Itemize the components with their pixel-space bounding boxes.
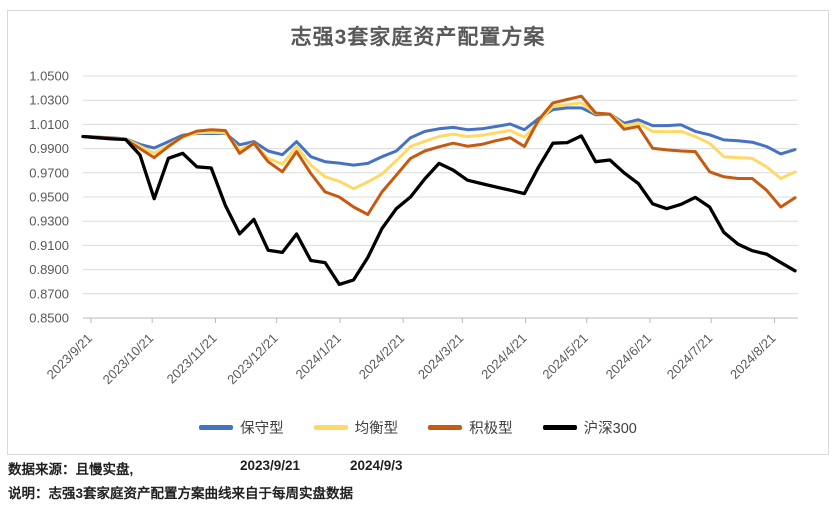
- legend-item-0: 保守型: [199, 417, 284, 438]
- legend-swatch-icon: [313, 425, 348, 430]
- legend-label: 保守型: [240, 421, 284, 437]
- chart-title: 志强3套家庭资产配置方案: [290, 26, 546, 49]
- y-tick-label: 0.9100: [29, 238, 69, 253]
- footnote-description: 说明：志强3套家庭资产配置方案曲线来自于每周实盘数据: [8, 486, 354, 501]
- x-tick-label: 2024/5/21: [539, 331, 591, 383]
- x-tick-label: 2023/10/21: [100, 331, 157, 388]
- y-tick-label: 1.0500: [29, 69, 69, 84]
- x-tick-label: 2023/9/21: [44, 331, 96, 383]
- footnote-end-date: 2024/9/3: [350, 458, 403, 473]
- legend-item-3: 沪深300: [542, 417, 637, 438]
- legend-label: 积极型: [469, 421, 513, 437]
- y-tick-label: 0.9900: [29, 141, 69, 156]
- series-line-积极型: [81, 94, 797, 216]
- x-tick-label: 2023/11/21: [164, 331, 220, 387]
- y-tick-label: 0.9500: [29, 190, 69, 205]
- legend-label: 均衡型: [354, 421, 399, 437]
- legend-swatch-icon: [542, 425, 577, 430]
- x-tick-label: 2024/1/21: [293, 331, 345, 383]
- legend-item-2: 积极型: [428, 417, 513, 438]
- x-tick-label: 2024/3/21: [415, 331, 467, 383]
- y-tick-label: 0.8700: [29, 286, 69, 301]
- y-tick-label: 0.9700: [29, 165, 69, 180]
- y-tick-label: 0.9300: [29, 214, 69, 229]
- footnote-start-date: 2023/9/21: [240, 458, 301, 473]
- footnote-data-source: 数据来源：且慢实盘,: [8, 462, 134, 477]
- legend-swatch-icon: [428, 425, 463, 430]
- x-tick-label: 2024/4/21: [478, 331, 530, 383]
- y-tick-label: 0.8500: [29, 311, 69, 326]
- legend-label: 沪深300: [583, 421, 637, 437]
- x-tick-label: 2023/12/21: [224, 331, 281, 388]
- x-tick-label: 2024/2/21: [356, 331, 408, 383]
- y-tick-label: 1.0100: [29, 117, 69, 132]
- x-tick-label: 2024/7/21: [664, 331, 716, 383]
- x-tick-label: 2024/8/21: [727, 331, 779, 383]
- chart-legend: 保守型 均衡型 积极型 沪深300: [8, 417, 828, 438]
- chart-panel: 1.0500 1.0300 1.0100 0.9900 0.9700 0.9500 0.93…: [7, 10, 829, 455]
- legend-item-1: 均衡型: [313, 417, 399, 438]
- y-tick-label: 1.0300: [29, 93, 69, 108]
- legend-swatch-icon: [199, 425, 234, 430]
- series-line-均衡型: [81, 101, 797, 191]
- series-line-沪深300: [81, 134, 797, 287]
- y-tick-label: 0.8900: [29, 262, 69, 277]
- x-tick-label: 2024/6/21: [603, 331, 655, 383]
- chart-plot: 1.0500 1.0300 1.0100 0.9900 0.9700 0.9500 0.93…: [29, 69, 798, 388]
